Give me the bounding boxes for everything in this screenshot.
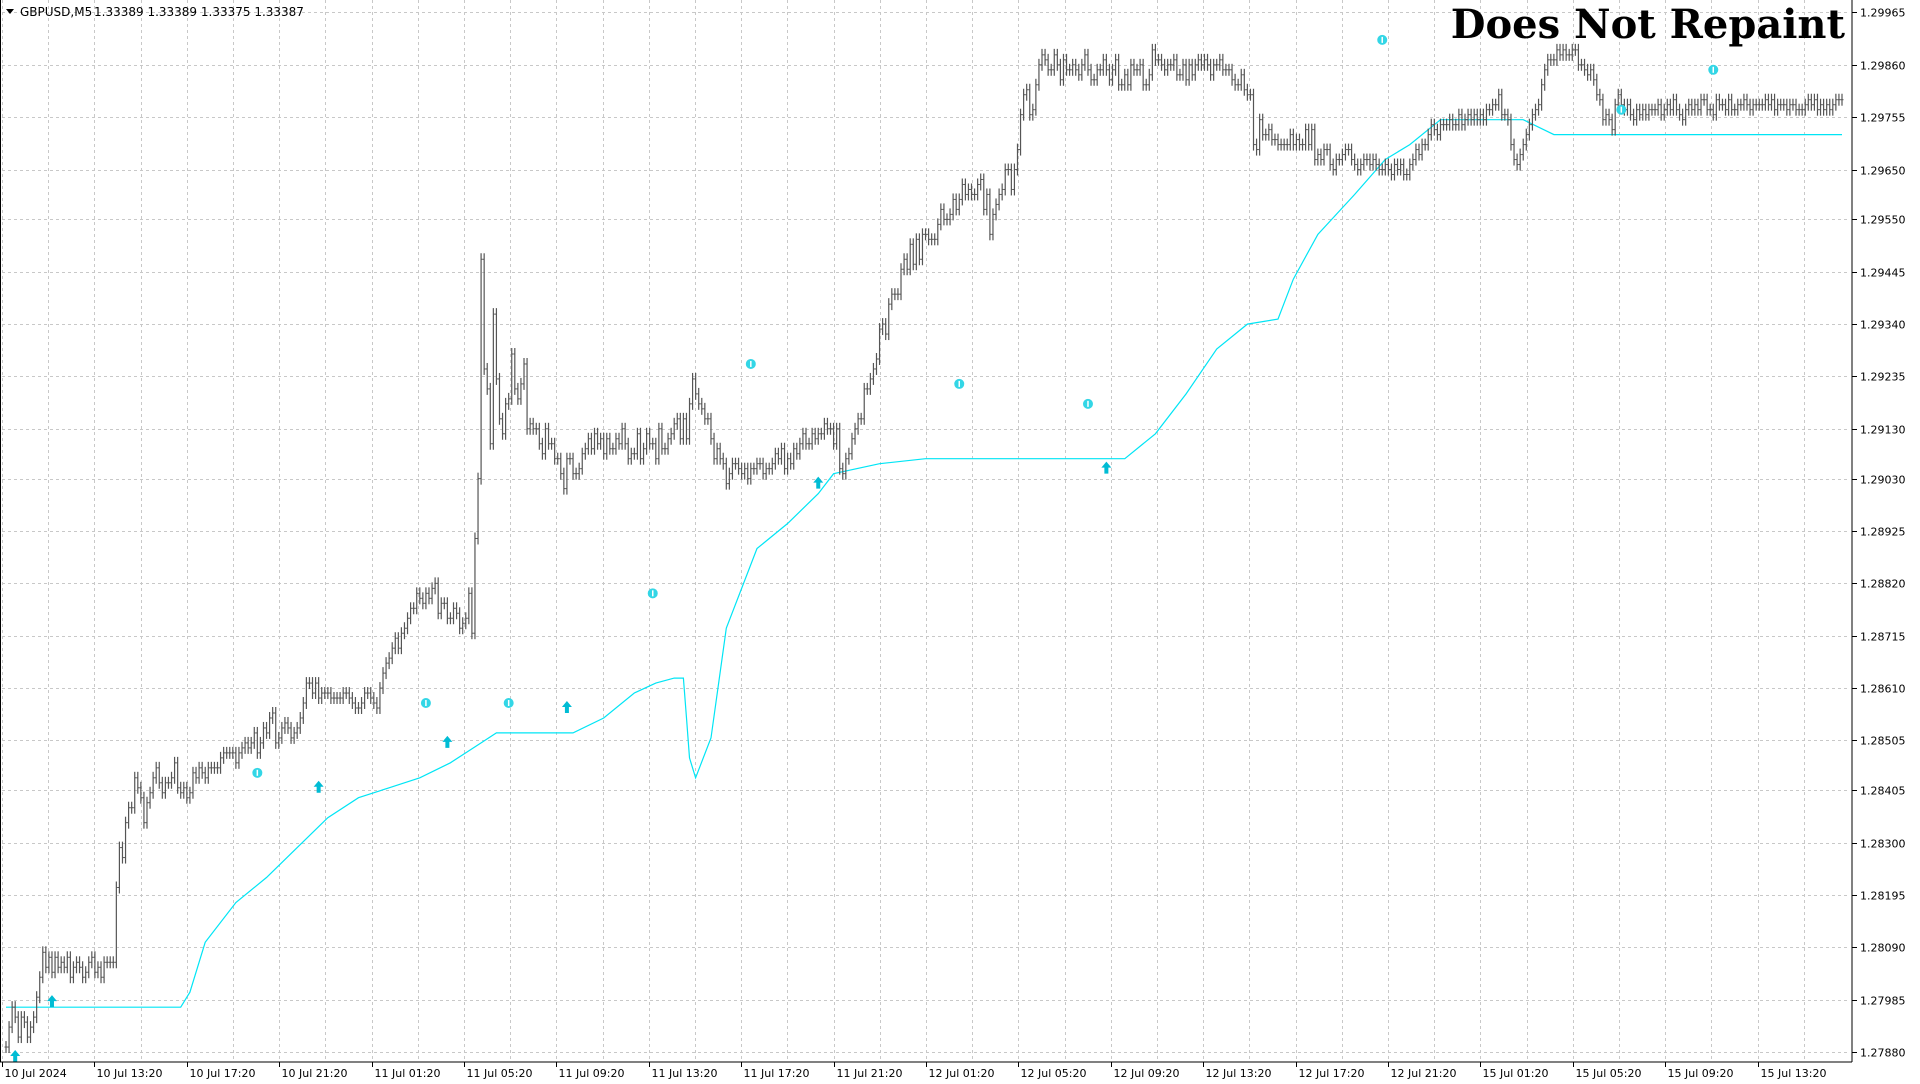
y-tick-label: 1.29650 [1860,165,1906,178]
y-tick-label: 1.28195 [1860,890,1906,903]
x-tick-label: 12 Jul 17:20 [1299,1067,1365,1080]
signal-markers [10,34,1719,1063]
x-tick-label: 10 Jul 2024 [5,1067,67,1080]
x-tick-label: 12 Jul 13:20 [1206,1067,1272,1080]
buy-arrow-icon [313,780,324,793]
buy-arrow-icon [442,735,453,748]
y-tick-label: 1.29130 [1860,424,1906,437]
x-tick-label: 11 Jul 21:20 [837,1067,903,1080]
x-tick-label: 11 Jul 05:20 [467,1067,533,1080]
buy-arrow-icon [46,995,57,1008]
y-tick-label: 1.29340 [1860,319,1906,332]
x-tick-label: 10 Jul 21:20 [282,1067,348,1080]
y-tick-label: 1.29965 [1860,7,1906,20]
y-tick-label: 1.28505 [1860,735,1906,748]
y-tick-label: 1.29445 [1860,267,1906,280]
y-tick-label: 1.27880 [1860,1047,1906,1060]
x-tick-label: 10 Jul 17:20 [190,1067,256,1080]
y-tick-label: 1.27985 [1860,995,1906,1008]
x-tick-label: 15 Jul 05:20 [1576,1067,1642,1080]
trailing-stop-line [6,119,1842,1008]
buy-arrow-icon [561,701,572,713]
y-tick-label: 1.29030 [1860,474,1906,487]
y-tick-label: 1.28820 [1860,578,1906,591]
y-tick-label: 1.28300 [1860,838,1906,851]
x-tick-label: 12 Jul 01:20 [929,1067,995,1080]
y-tick-label: 1.29755 [1860,112,1906,125]
chart-header: GBPUSD,M5 1.33389 1.33389 1.33375 1.3338… [6,5,304,19]
y-tick-label: 1.29550 [1860,214,1906,227]
x-tick-label: 12 Jul 09:20 [1114,1067,1180,1080]
buy-arrow-icon [10,1050,21,1063]
buy-arrow-icon [1101,461,1112,474]
buy-arrow-icon [813,476,824,489]
x-tick-label: 15 Jul 13:20 [1761,1067,1827,1080]
y-tick-label: 1.28405 [1860,785,1906,798]
trail-line [6,119,1842,1008]
y-tick-label: 1.28610 [1860,683,1906,696]
x-tick-label: 12 Jul 21:20 [1391,1067,1457,1080]
x-tick-label: 11 Jul 09:20 [559,1067,625,1080]
y-tick-label: 1.28925 [1860,526,1906,539]
x-tick-label: 11 Jul 17:20 [744,1067,810,1080]
x-tick-label: 10 Jul 13:20 [97,1067,163,1080]
x-tick-label: 11 Jul 01:20 [375,1067,441,1080]
y-tick-labels: 1.29965 1.29860 1.29755 1.29650 1.29550 1.294… [1852,7,1906,1060]
candles [4,43,1844,1054]
symbol-label: GBPUSD,M5 [20,5,92,19]
x-tick-labels: 10 Jul 2024 10 Jul 13:20 10 Jul 17:20 10 Ju… [2,1062,1827,1080]
grid [2,0,1850,1062]
x-tick-label: 12 Jul 05:20 [1021,1067,1087,1080]
ohlc-values: 1.33389 1.33389 1.33375 1.33387 [94,5,304,19]
x-tick-label: 15 Jul 09:20 [1668,1067,1734,1080]
watermark-title: Does Not Repaint [1451,1,1846,48]
x-tick-label: 11 Jul 13:20 [652,1067,718,1080]
y-tick-label: 1.28715 [1860,631,1906,644]
dropdown-triangle-icon[interactable] [6,9,14,14]
y-tick-label: 1.29860 [1860,60,1906,73]
x-tick-label: 15 Jul 01:20 [1483,1067,1549,1080]
y-tick-label: 1.29235 [1860,371,1906,384]
y-tick-label: 1.28090 [1860,942,1906,955]
